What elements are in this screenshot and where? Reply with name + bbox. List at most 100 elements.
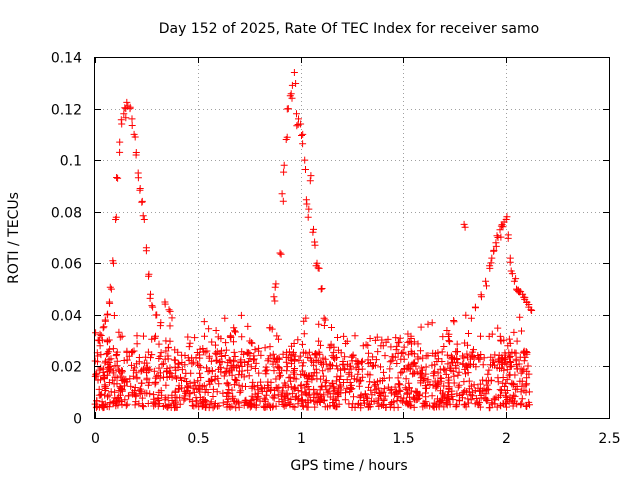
data-point: [417, 369, 425, 377]
data-point: [113, 398, 120, 406]
data-point: [455, 381, 463, 389]
data-point: [95, 385, 103, 393]
data-point: [424, 320, 432, 328]
data-point: [502, 399, 510, 407]
data-point: [157, 349, 165, 357]
data-point: [339, 360, 347, 368]
data-point: [364, 395, 371, 403]
data-point: [407, 332, 415, 340]
data-point: [445, 330, 453, 338]
data-point: [358, 358, 365, 366]
data-point: [120, 357, 128, 364]
data-point: [483, 397, 491, 405]
data-point: [370, 398, 378, 405]
data-point: [488, 400, 496, 408]
data-point: [115, 366, 123, 374]
data-point: [182, 369, 190, 377]
data-point: [188, 402, 196, 410]
data-point: [309, 372, 317, 380]
data-point: [299, 340, 306, 348]
data-point: [489, 356, 497, 364]
data-point: [299, 140, 307, 148]
data-point: [305, 205, 313, 213]
data-point: [94, 376, 102, 384]
data-point: [397, 369, 405, 377]
data-point: [424, 352, 432, 360]
data-point: [226, 403, 234, 411]
data-point: [368, 391, 376, 399]
data-point: [395, 380, 403, 388]
data-point: [295, 394, 303, 402]
data-point: [262, 391, 270, 399]
data-point: [387, 389, 395, 397]
data-point: [522, 402, 530, 410]
data-point: [196, 354, 204, 362]
data-point: [455, 368, 463, 376]
data-point: [184, 384, 192, 392]
data-point: [368, 362, 376, 370]
data-point: [261, 396, 269, 404]
data-point: [122, 402, 130, 410]
data-point: [341, 396, 349, 404]
data-point: [275, 363, 283, 371]
data-point: [311, 351, 319, 359]
y-tick-label: 0.06: [51, 257, 82, 273]
data-point: [99, 368, 107, 376]
data-point: [396, 381, 404, 389]
data-point: [454, 383, 462, 391]
data-point: [357, 392, 365, 400]
data-point: [459, 360, 467, 368]
data-point: [162, 347, 170, 355]
data-point: [482, 277, 490, 285]
data-point: [509, 381, 517, 389]
data-point: [106, 399, 114, 406]
data-point: [199, 348, 207, 356]
data-point: [440, 365, 448, 373]
data-point: [253, 394, 261, 402]
data-point: [272, 280, 280, 288]
data-point: [403, 390, 411, 398]
data-point: [267, 378, 275, 386]
data-point: [106, 283, 114, 291]
data-point: [290, 348, 297, 356]
data-point: [465, 330, 472, 337]
data-point: [175, 385, 182, 393]
data-point: [230, 364, 238, 372]
y-tick-label: 0.08: [51, 206, 82, 222]
data-point: [511, 371, 519, 379]
data-point: [117, 391, 124, 399]
data-point: [209, 393, 217, 400]
data-point: [186, 389, 194, 397]
data-point: [487, 376, 495, 384]
data-point: [232, 398, 240, 406]
data-point: [278, 398, 286, 406]
data-point: [347, 383, 354, 391]
data-point: [275, 383, 283, 391]
data-point: [112, 213, 120, 221]
data-point: [411, 396, 419, 404]
data-point: [476, 403, 484, 411]
data-point: [245, 357, 253, 365]
data-point: [429, 402, 437, 410]
data-point: [117, 384, 125, 392]
data-point: [128, 122, 136, 129]
data-point: [394, 339, 402, 347]
data-point: [399, 398, 407, 406]
data-point: [470, 381, 478, 389]
data-point: [491, 396, 499, 404]
data-point: [290, 385, 298, 393]
data-point: [436, 398, 444, 406]
data-point: [450, 372, 458, 380]
data-point: [280, 402, 288, 410]
data-point: [248, 384, 256, 392]
data-point: [150, 367, 158, 375]
data-point: [332, 397, 340, 404]
data-point: [123, 400, 131, 408]
data-point: [414, 355, 422, 363]
data-point: [513, 385, 521, 393]
data-point: [297, 382, 305, 390]
data-point: [400, 343, 408, 351]
data-point: [300, 371, 308, 378]
data-point: [270, 293, 278, 301]
data-point: [244, 322, 252, 330]
